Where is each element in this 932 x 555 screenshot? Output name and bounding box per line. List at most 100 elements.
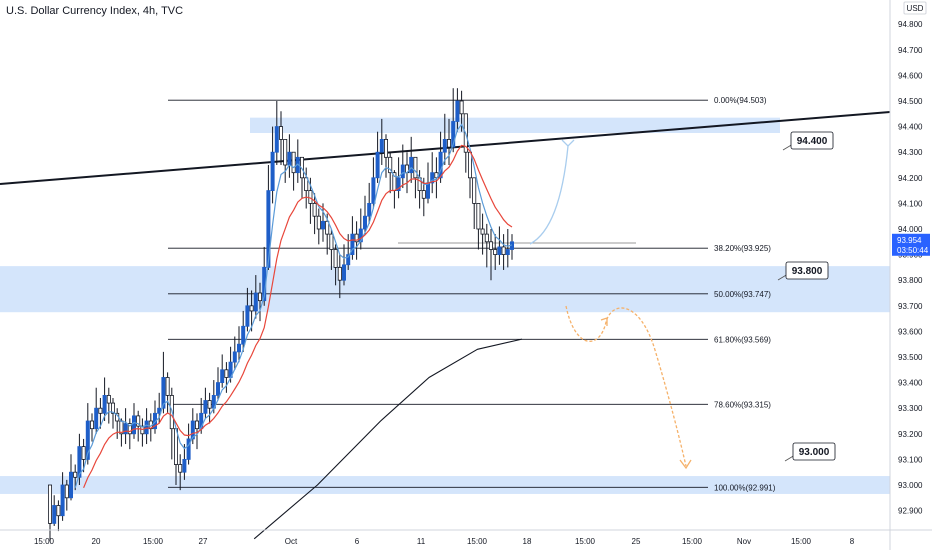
candle-body <box>95 408 98 428</box>
candle[interactable] <box>410 137 413 183</box>
price-tick-label: 94.200 <box>898 174 923 183</box>
price-tick-label: 93.600 <box>898 327 923 336</box>
candle[interactable] <box>397 157 400 198</box>
candle[interactable] <box>183 444 186 480</box>
candle[interactable] <box>384 134 387 178</box>
candle-body <box>443 139 446 152</box>
candle[interactable] <box>389 152 392 193</box>
candle-body <box>237 344 240 352</box>
candle[interactable] <box>376 132 379 183</box>
candle[interactable] <box>48 485 51 541</box>
candle-body <box>456 101 459 121</box>
candle-body <box>61 485 64 516</box>
arrow-head-icon <box>562 140 574 146</box>
ema-slow-line[interactable] <box>84 145 512 487</box>
candle-body <box>485 234 488 242</box>
candle-body <box>82 447 85 460</box>
sma-long-line[interactable] <box>254 339 522 539</box>
candle[interactable] <box>69 454 72 500</box>
candle-body <box>334 249 337 267</box>
candle-body <box>99 408 102 413</box>
candle-body <box>498 247 501 255</box>
candle[interactable] <box>204 388 207 419</box>
price-tick-label: 93.200 <box>898 430 923 439</box>
candle-body <box>216 383 219 396</box>
price-tick-label: 94.700 <box>898 46 923 55</box>
candle[interactable] <box>208 393 211 424</box>
candle[interactable] <box>351 216 354 260</box>
candle[interactable] <box>485 224 488 268</box>
candle[interactable] <box>296 139 299 183</box>
candle[interactable] <box>132 403 135 439</box>
candle[interactable] <box>468 152 471 198</box>
candle[interactable] <box>363 196 366 234</box>
candle[interactable] <box>510 234 513 260</box>
fib-level-label: 78.60%(93.315) <box>714 400 771 409</box>
candle[interactable] <box>317 209 320 245</box>
candle[interactable] <box>216 367 219 400</box>
candle[interactable] <box>494 234 497 270</box>
candle[interactable] <box>116 408 119 439</box>
candle[interactable] <box>502 234 505 270</box>
candle[interactable] <box>284 139 287 183</box>
candle[interactable] <box>124 408 127 444</box>
candle-body <box>288 152 291 165</box>
candle[interactable] <box>498 226 501 264</box>
price-tick-label: 94.800 <box>898 20 923 29</box>
candle[interactable] <box>128 418 131 449</box>
candle[interactable] <box>153 401 156 434</box>
price-tick-label: 94.600 <box>898 71 923 80</box>
candle[interactable] <box>166 372 169 413</box>
candle[interactable] <box>464 114 467 173</box>
candle-body <box>279 127 282 140</box>
candle[interactable] <box>271 127 274 204</box>
candle[interactable] <box>477 203 480 249</box>
candle-body <box>342 265 345 280</box>
candle[interactable] <box>347 234 350 270</box>
zone-callout[interactable]: 94.400 <box>783 132 833 150</box>
candle-body <box>204 401 207 414</box>
zone-callout-label: 94.400 <box>797 136 828 147</box>
candle-body <box>57 505 60 515</box>
candle[interactable] <box>330 229 333 270</box>
candle[interactable] <box>288 134 291 178</box>
candle[interactable] <box>137 411 140 442</box>
time-tick-label: 15:00 <box>467 537 488 546</box>
currency-label: USD <box>907 4 924 13</box>
candle[interactable] <box>233 337 236 370</box>
candle[interactable] <box>225 362 228 393</box>
bar-countdown: 03:50:44 <box>897 246 929 255</box>
candle[interactable] <box>57 500 60 531</box>
fib-level-label: 0.00%(94.503) <box>714 96 767 105</box>
candle[interactable] <box>342 244 345 285</box>
candle[interactable] <box>53 495 56 526</box>
candle-body <box>132 416 135 434</box>
bullish-projection-arrow[interactable] <box>530 146 568 244</box>
candle[interactable] <box>90 413 93 441</box>
time-tick-label: 15:00 <box>791 537 812 546</box>
candle[interactable] <box>141 418 144 446</box>
candle[interactable] <box>170 388 173 460</box>
price-tick-label: 92.900 <box>898 507 923 516</box>
zone-callout[interactable]: 93.000 <box>785 443 835 461</box>
candle[interactable] <box>221 354 224 387</box>
candle[interactable] <box>275 101 278 165</box>
candle[interactable] <box>107 388 110 424</box>
time-tick-label: Oct <box>285 537 298 546</box>
bearish-projection-arrow[interactable] <box>566 306 686 466</box>
candle[interactable] <box>473 178 476 229</box>
price-tick-label: 94.500 <box>898 97 923 106</box>
candle[interactable] <box>300 157 303 198</box>
candle[interactable] <box>292 152 295 190</box>
candle-body <box>179 465 182 473</box>
candle-body <box>258 293 261 301</box>
chart-title: U.S. Dollar Currency Index, 4h, TVC <box>6 5 183 17</box>
candle[interactable] <box>414 157 417 198</box>
candle-body <box>489 242 492 250</box>
fib-level-label: 50.00%(93.747) <box>714 290 771 299</box>
candle[interactable] <box>431 152 434 193</box>
candle[interactable] <box>95 388 98 434</box>
candle-body <box>468 152 471 178</box>
